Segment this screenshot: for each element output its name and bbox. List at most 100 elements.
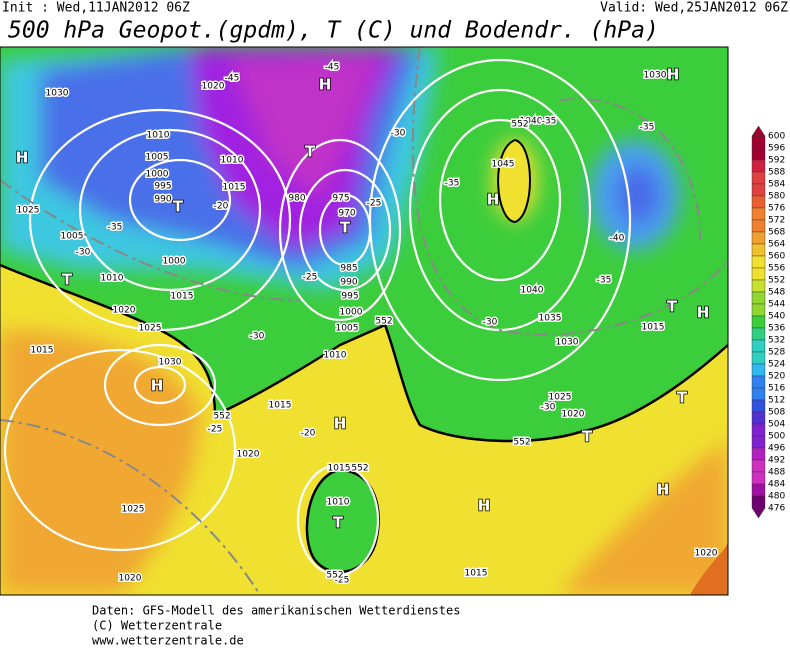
color-swatch [751, 483, 766, 497]
isoline-label: 1020 [562, 410, 585, 420]
scale-label: 492 [768, 456, 785, 466]
isoline-label: 552 [326, 571, 343, 581]
scale-label: 592 [768, 156, 785, 166]
color-swatch [751, 135, 766, 149]
color-swatch [751, 339, 766, 353]
pressure-center: H [657, 481, 670, 499]
scale-label: 552 [768, 276, 785, 286]
isoline-label: 552 [511, 120, 528, 130]
isoline-label: 970 [338, 209, 355, 219]
scale-label: 584 [768, 180, 785, 190]
isoline-label: -25 [367, 199, 382, 209]
color-swatch [751, 267, 766, 281]
isoline-label: -45 [325, 63, 340, 73]
color-swatch [751, 195, 766, 209]
color-swatch [751, 243, 766, 257]
scale-label: 596 [768, 144, 785, 154]
pressure-center: H [667, 66, 680, 84]
color-swatch [751, 255, 766, 269]
isoline-label: 985 [340, 264, 357, 274]
scale-label: 572 [768, 216, 785, 226]
footer-line: www.wetterzentrale.de [92, 634, 244, 648]
color-scale: 600 596 592 588 584 580 576 572 568 564 560 556 552 5… [751, 125, 785, 519]
color-swatch [751, 183, 766, 197]
color-swatch [751, 125, 766, 137]
pressure-center: H [151, 377, 164, 395]
isoline-label: 1020 [237, 450, 260, 460]
isoline-label: -30 [483, 318, 498, 328]
isoline-label: 1015 [269, 401, 292, 411]
scale-label: 480 [768, 492, 785, 502]
scale-label: 488 [768, 468, 785, 478]
color-swatch [751, 423, 766, 437]
color-swatch [751, 207, 766, 221]
isoline-label: -20 [301, 429, 316, 439]
isoline-label: 552 [213, 412, 230, 422]
isoline-label: 1010 [101, 274, 124, 284]
color-swatch [751, 387, 766, 401]
isoline-label: 1010 [147, 131, 170, 141]
footer-line: (C) Wetterzentrale [92, 619, 222, 633]
pressure-center: T [62, 271, 73, 289]
isoline-label: 552 [513, 438, 530, 448]
footer-line: Daten: GFS-Modell des amerikanischen Wet… [92, 604, 460, 618]
color-swatch [751, 507, 766, 519]
isoline-label: 1025 [139, 324, 162, 334]
scale-label: 576 [768, 204, 785, 214]
isoline-label: -40 [610, 234, 625, 244]
color-swatch [751, 351, 766, 365]
isoline-label: -45 [225, 74, 240, 84]
isoline-label: 1030 [159, 358, 182, 368]
scale-label: 548 [768, 288, 785, 298]
isoline-label: 1015 [171, 292, 194, 302]
scale-label: 476 [768, 504, 785, 514]
isoline-label: 980 [288, 194, 305, 204]
isoline-label: -30 [76, 248, 91, 258]
pressure-center: T [333, 514, 344, 532]
isoline-label: -35 [108, 223, 123, 233]
isoline-label: 1015 [328, 464, 351, 474]
isoline-label: 1015 [642, 323, 665, 333]
pressure-center: H [487, 191, 500, 209]
isoline-label: 1035 [539, 314, 562, 324]
isoline-label: -25 [335, 576, 350, 586]
scale-label: 524 [768, 360, 785, 370]
scale-label: 556 [768, 264, 785, 274]
pressure-center: H [478, 497, 491, 515]
isoline-label: 1030 [644, 71, 667, 81]
color-swatch [751, 279, 766, 293]
isoline-label: 1025 [17, 206, 40, 216]
scale-label: 484 [768, 480, 785, 490]
isoline-label: 1015 [223, 183, 246, 193]
isoline-label: 975 [332, 194, 349, 204]
color-swatch [751, 447, 766, 461]
pressure-center: T [667, 298, 678, 316]
color-swatch [751, 315, 766, 329]
isoline-label: 552 [351, 464, 368, 474]
color-swatch [751, 471, 766, 485]
color-swatch [751, 399, 766, 413]
color-swatch [751, 363, 766, 377]
scale-label: 560 [768, 252, 785, 262]
isoline-label: -30 [391, 129, 406, 139]
scale-label: 528 [768, 348, 785, 358]
color-swatch [751, 495, 766, 509]
color-swatch [751, 159, 766, 173]
isoline-label: -30 [541, 403, 556, 413]
color-swatch [751, 459, 766, 473]
isoline-label: -20 [214, 202, 229, 212]
scale-label: 520 [768, 372, 785, 382]
isoline-label: 1010 [324, 351, 347, 361]
isoline-label: 995 [154, 182, 171, 192]
isoline-label: -25 [208, 425, 223, 435]
isoline-label: 1020 [695, 549, 718, 559]
color-swatch [751, 219, 766, 233]
isoline-label: 1015 [465, 569, 488, 579]
scale-label: 540 [768, 312, 785, 322]
pressure-center: T [173, 198, 184, 216]
map [0, 47, 728, 595]
scale-label: 508 [768, 408, 785, 418]
scale-label: 500 [768, 432, 785, 442]
pressure-center: H [16, 149, 29, 167]
